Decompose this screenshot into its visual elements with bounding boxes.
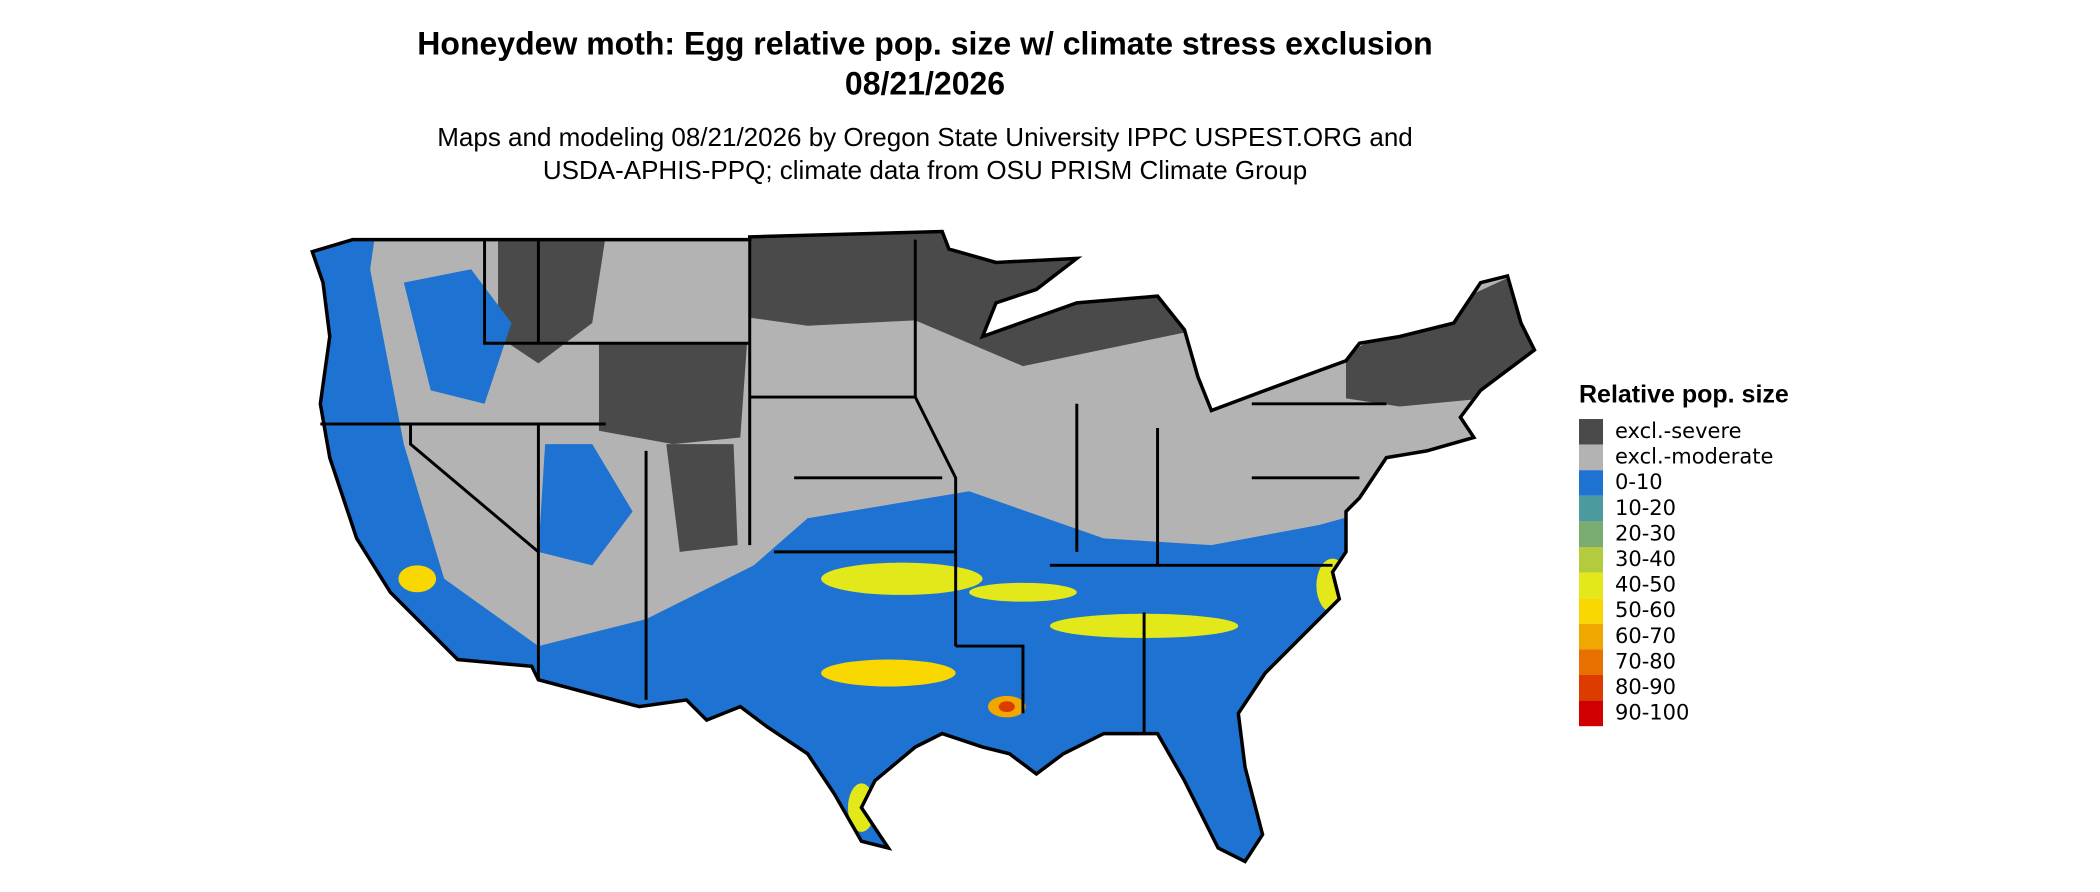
legend-label: 80-90 [1615,675,1676,699]
legend-swatch [1579,444,1603,471]
zone-excl-severe [1345,262,1535,407]
legend-swatch [1579,649,1603,675]
us-map [310,229,1537,864]
map-subtitle: Maps and modeling 08/21/2026 by Oregon S… [437,122,1413,152]
legend-label: 70-80 [1615,649,1676,673]
legend-swatch [1579,700,1603,727]
legend-swatch [1579,623,1603,650]
zone-50-60 [398,565,437,593]
legend-swatch [1579,419,1603,445]
zone-80-90 [998,701,1015,713]
legend: excl.-severeexcl.-moderate0-1010-2020-30… [1579,419,1773,727]
zone-excl-severe [666,444,738,552]
legend-swatch [1579,495,1603,522]
legend-label: 60-70 [1615,624,1676,648]
legend-swatch [1579,598,1603,624]
legend-label: 20-30 [1615,521,1676,545]
zone-excl-severe [498,235,606,364]
zone-excl-severe [598,343,748,445]
legend-label: excl.-moderate [1615,445,1773,469]
legend-swatch [1579,470,1603,496]
legend-swatch [1579,521,1603,547]
legend-swatch [1579,572,1603,599]
legend-swatch [1579,675,1603,701]
map-date: 08/21/2026 [845,65,1005,101]
legend-label: 50-60 [1615,598,1676,622]
legend-label: 40-50 [1615,573,1676,597]
zone-50-60 [821,659,956,687]
legend-label: 0-10 [1615,470,1663,494]
legend-label: 90-100 [1615,701,1689,725]
map-subtitle: USDA-APHIS-PPQ; climate data from OSU PR… [543,155,1307,185]
legend-label: excl.-severe [1615,419,1742,443]
state-borders [320,236,1387,734]
zone-40-50 [821,562,983,595]
zone-40-50 [969,582,1077,602]
legend-swatch [1579,547,1603,573]
map-title: Honeydew moth: Egg relative pop. size w/… [417,25,1432,61]
legend-label: 30-40 [1615,547,1676,571]
legend-title: Relative pop. size [1579,381,1789,409]
legend-label: 10-20 [1615,496,1676,520]
zone-0-10 [538,444,633,566]
